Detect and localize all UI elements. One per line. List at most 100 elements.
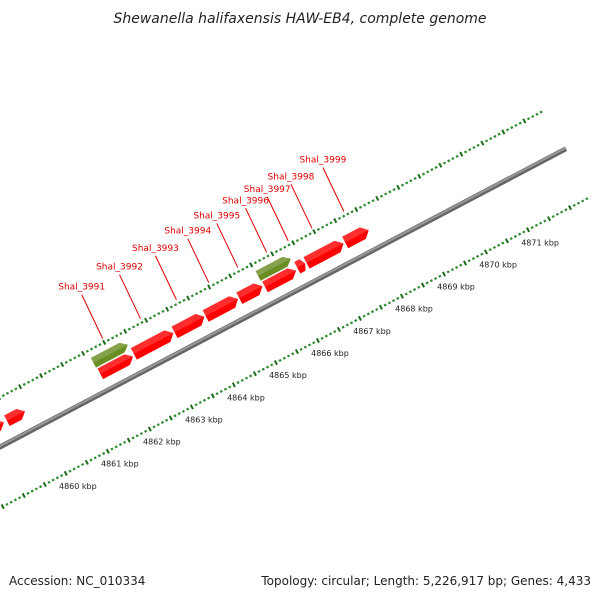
gene-track-tick bbox=[220, 278, 224, 282]
scale-tick bbox=[123, 440, 127, 444]
scale-tick-label: 4870 kbp bbox=[479, 260, 517, 269]
gene-track-tick bbox=[388, 190, 392, 194]
scale-tick bbox=[194, 403, 198, 407]
scale-tick bbox=[349, 321, 354, 325]
gene-track-tick bbox=[5, 391, 10, 395]
gene-track-tick bbox=[489, 137, 493, 141]
scale-tick bbox=[543, 219, 547, 223]
gene-track-tick bbox=[26, 380, 31, 384]
gene-track-tick bbox=[190, 294, 194, 298]
scale-tick-label: 4871 kbp bbox=[521, 238, 559, 247]
scale-tick bbox=[236, 381, 240, 385]
scale-tick bbox=[497, 243, 501, 247]
gene-track-tick bbox=[136, 323, 140, 327]
scale-tick bbox=[564, 208, 568, 212]
gene-track-tick bbox=[283, 245, 287, 249]
scale-tick-label: 4860 kbp bbox=[59, 482, 97, 491]
scale-tick bbox=[560, 210, 564, 214]
gene-track-tick bbox=[182, 298, 186, 302]
gene-track-tick bbox=[131, 325, 136, 329]
scale-tick bbox=[60, 474, 64, 478]
scale-tick bbox=[249, 374, 253, 378]
map-title: Shewanella halifaxensis HAW-EB4, complet… bbox=[113, 11, 486, 27]
scale-tick bbox=[240, 378, 244, 382]
scale-tick bbox=[530, 226, 534, 230]
scale-tick bbox=[215, 392, 219, 396]
scale-tick bbox=[189, 404, 194, 410]
gene-arrow-body bbox=[236, 283, 263, 305]
gene-leader-line bbox=[266, 196, 289, 242]
scale-tick bbox=[93, 456, 97, 460]
rna-arrow-body bbox=[255, 256, 291, 281]
gene-arrow bbox=[294, 259, 306, 274]
scale-tick bbox=[261, 367, 265, 371]
scale-tick bbox=[135, 434, 139, 438]
scale-tick bbox=[467, 259, 471, 263]
scale-tick bbox=[231, 382, 236, 388]
gene-track-tick bbox=[253, 261, 257, 265]
gene-track-tick bbox=[476, 143, 480, 147]
scale-tick bbox=[354, 319, 358, 323]
scale-tick-label: 4866 kbp bbox=[311, 349, 349, 358]
scale-tick bbox=[147, 426, 152, 432]
gene-track-tick bbox=[161, 309, 165, 313]
gene-track-tick bbox=[291, 240, 296, 246]
scale-tick bbox=[0, 504, 5, 510]
gene-track-tick bbox=[304, 234, 308, 238]
gene-track-tick bbox=[98, 343, 102, 347]
scale-tick bbox=[378, 304, 383, 310]
gene-arrow bbox=[303, 240, 344, 269]
gene-track-tick bbox=[81, 350, 86, 357]
scale-tick bbox=[462, 260, 467, 266]
scale-tick bbox=[501, 241, 505, 245]
gene-arrow bbox=[342, 227, 369, 249]
scale-tick bbox=[312, 341, 316, 345]
gene-track-tick bbox=[300, 236, 304, 240]
scale-tick-label: 4862 kbp bbox=[143, 438, 181, 447]
gene-track-tick bbox=[358, 205, 363, 209]
gene-track-tick bbox=[468, 148, 472, 152]
gene-track-tick bbox=[165, 306, 170, 312]
gene-track-tick bbox=[119, 331, 123, 336]
rna-arrow bbox=[90, 342, 128, 368]
gene-track-tick bbox=[77, 354, 81, 358]
gene-track-tick bbox=[56, 365, 60, 369]
gene-arrow-body bbox=[0, 421, 4, 432]
gene-arrow bbox=[97, 354, 134, 380]
gene-arrow-shade bbox=[303, 240, 344, 263]
scale-tick bbox=[455, 265, 459, 269]
scale-tick bbox=[446, 270, 450, 274]
gene-track-tick bbox=[316, 227, 321, 231]
gene-track-tick bbox=[43, 371, 47, 375]
scale-tick bbox=[429, 279, 433, 283]
scale-tick bbox=[420, 282, 425, 288]
scale-tick bbox=[383, 303, 387, 307]
genome-summary-text: Topology: circular; Length: 5,226,917 bp… bbox=[261, 574, 591, 588]
scale-tick bbox=[518, 232, 522, 236]
backbone-layer bbox=[0, 146, 568, 450]
gene-track-tick bbox=[127, 327, 131, 331]
gene-track-tick bbox=[68, 358, 73, 362]
backbone-highlight bbox=[0, 146, 567, 448]
gene-arrow-body bbox=[342, 227, 369, 249]
scale-tick bbox=[202, 398, 207, 402]
gene-track-tick bbox=[438, 162, 443, 168]
gene-track-tick bbox=[518, 121, 522, 125]
scale-tick bbox=[480, 252, 484, 256]
gene-track-tick bbox=[434, 165, 438, 169]
scale-tick bbox=[357, 315, 362, 321]
gene-track-tick bbox=[173, 303, 178, 307]
gene-track-tick bbox=[350, 210, 354, 214]
gene-track-tick bbox=[367, 201, 371, 205]
gene-track-tick bbox=[47, 369, 52, 373]
scale-tick bbox=[89, 458, 93, 462]
gene-arrow bbox=[130, 330, 174, 360]
gene-track-tick bbox=[430, 168, 434, 172]
gene-track-tick bbox=[375, 195, 380, 202]
gene-track-tick bbox=[447, 159, 451, 163]
scale-tick bbox=[84, 459, 89, 465]
gene-arrow-shade bbox=[202, 296, 239, 317]
scale-tick bbox=[210, 393, 215, 399]
scale-tick bbox=[72, 467, 76, 471]
gene-track-tick bbox=[106, 338, 110, 342]
